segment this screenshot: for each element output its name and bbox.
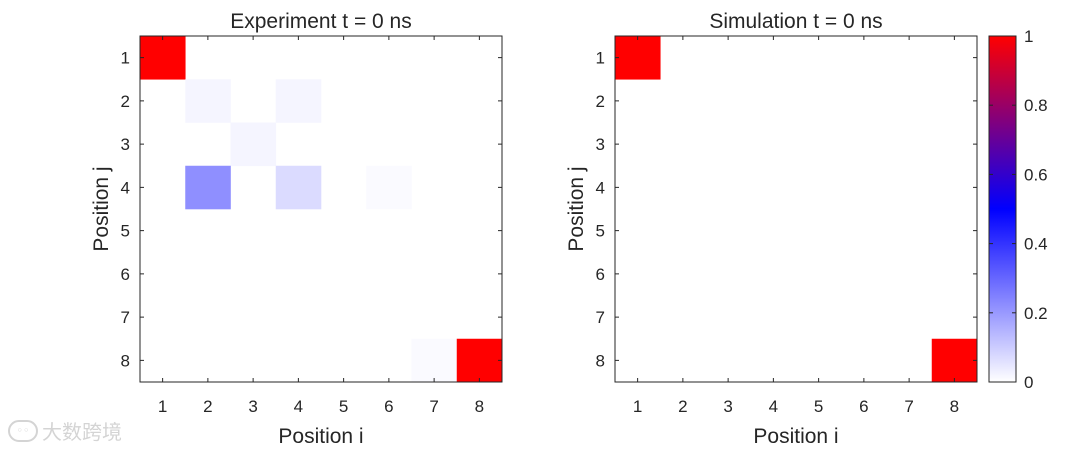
y-tick-label: 5	[596, 222, 605, 241]
heatmap-cell	[140, 36, 186, 80]
y-tick-label: 1	[596, 49, 605, 68]
heatmap-cell	[615, 36, 661, 80]
x-tick-label: 7	[429, 397, 438, 416]
watermark-logo-icon: ◦◦	[8, 419, 38, 442]
colorbar-tick-label: 0.2	[1024, 304, 1048, 323]
x-tick-label: 2	[203, 397, 212, 416]
axes-box	[139, 35, 503, 383]
x-tick-label: 6	[384, 397, 393, 416]
heatmap-cell	[185, 165, 231, 210]
colorbar-tick-label: 0.6	[1024, 165, 1048, 184]
colorbar-tick-label: 0	[1024, 373, 1033, 392]
y-tick-label: 7	[596, 308, 605, 327]
y-tick-label: 4	[596, 178, 605, 197]
heatmap-cell	[275, 79, 322, 123]
panel-experiment: 1 2 3 4 5 6 7 8 1 2 3 4 5 6 7 8 Experiment t = 0 ns Posit…	[90, 10, 503, 448]
x-tick-label: 5	[814, 397, 823, 416]
y-tick-label: 8	[596, 351, 605, 370]
y-tick-label: 7	[121, 308, 130, 327]
axes-box	[614, 35, 978, 383]
x-tick-label: 2	[678, 397, 687, 416]
heatmap-cell	[275, 165, 322, 210]
x-tick-label: 3	[723, 397, 732, 416]
x-tick-label: 3	[248, 397, 257, 416]
chart-title: Experiment t = 0 ns	[230, 10, 412, 33]
colorbar-tick-label: 0.8	[1024, 96, 1048, 115]
heatmap-cell	[411, 338, 458, 383]
y-tick-label: 3	[596, 135, 605, 154]
chart-title: Simulation t = 0 ns	[709, 10, 882, 33]
y-tick-label: 5	[121, 222, 130, 241]
x-axis-label: Position i	[278, 425, 363, 448]
x-tick-label: 1	[633, 397, 642, 416]
y-tick-label: 4	[121, 178, 130, 197]
x-tick-label: 4	[294, 397, 303, 416]
y-tick-label: 2	[121, 92, 130, 111]
x-tick-label: 8	[950, 397, 959, 416]
heatmap-cell	[366, 165, 412, 210]
y-tick-label: 2	[596, 92, 605, 111]
y-axis-label: Position j	[565, 166, 588, 251]
x-tick-label: 6	[859, 397, 868, 416]
y-tick-label: 6	[596, 265, 605, 284]
y-tick-label: 8	[121, 351, 130, 370]
y-tick-label: 1	[121, 49, 130, 68]
heatmap-cell	[456, 338, 503, 383]
colorbar: 0 0.2 0.4 0.6 0.8 1	[988, 27, 1048, 392]
watermark: ◦◦ 大数跨境	[8, 416, 122, 445]
colorbar-tick-label: 0.4	[1024, 235, 1048, 254]
colorbar-tick-label: 1	[1024, 27, 1033, 46]
x-tick-label: 4	[769, 397, 778, 416]
x-tick-label: 8	[475, 397, 484, 416]
y-axis-label: Position j	[90, 166, 113, 251]
panel-simulation: 1 2 3 4 5 6 7 8 1 2 3 4 5 6 7 8 Simulation t = 0 ns Posit…	[565, 10, 978, 448]
heatmap-cell	[230, 122, 277, 167]
x-tick-label: 1	[158, 397, 167, 416]
watermark-text: 大数跨境	[42, 420, 122, 444]
plot-area	[615, 36, 977, 382]
y-tick-label: 6	[121, 265, 130, 284]
y-tick-label: 3	[121, 135, 130, 154]
heatmap-cell	[931, 338, 978, 383]
x-axis-label: Position i	[753, 425, 838, 448]
heatmap-cell	[185, 79, 231, 123]
colorbar-gradient	[988, 35, 1017, 383]
x-tick-label: 7	[904, 397, 913, 416]
x-tick-label: 5	[339, 397, 348, 416]
